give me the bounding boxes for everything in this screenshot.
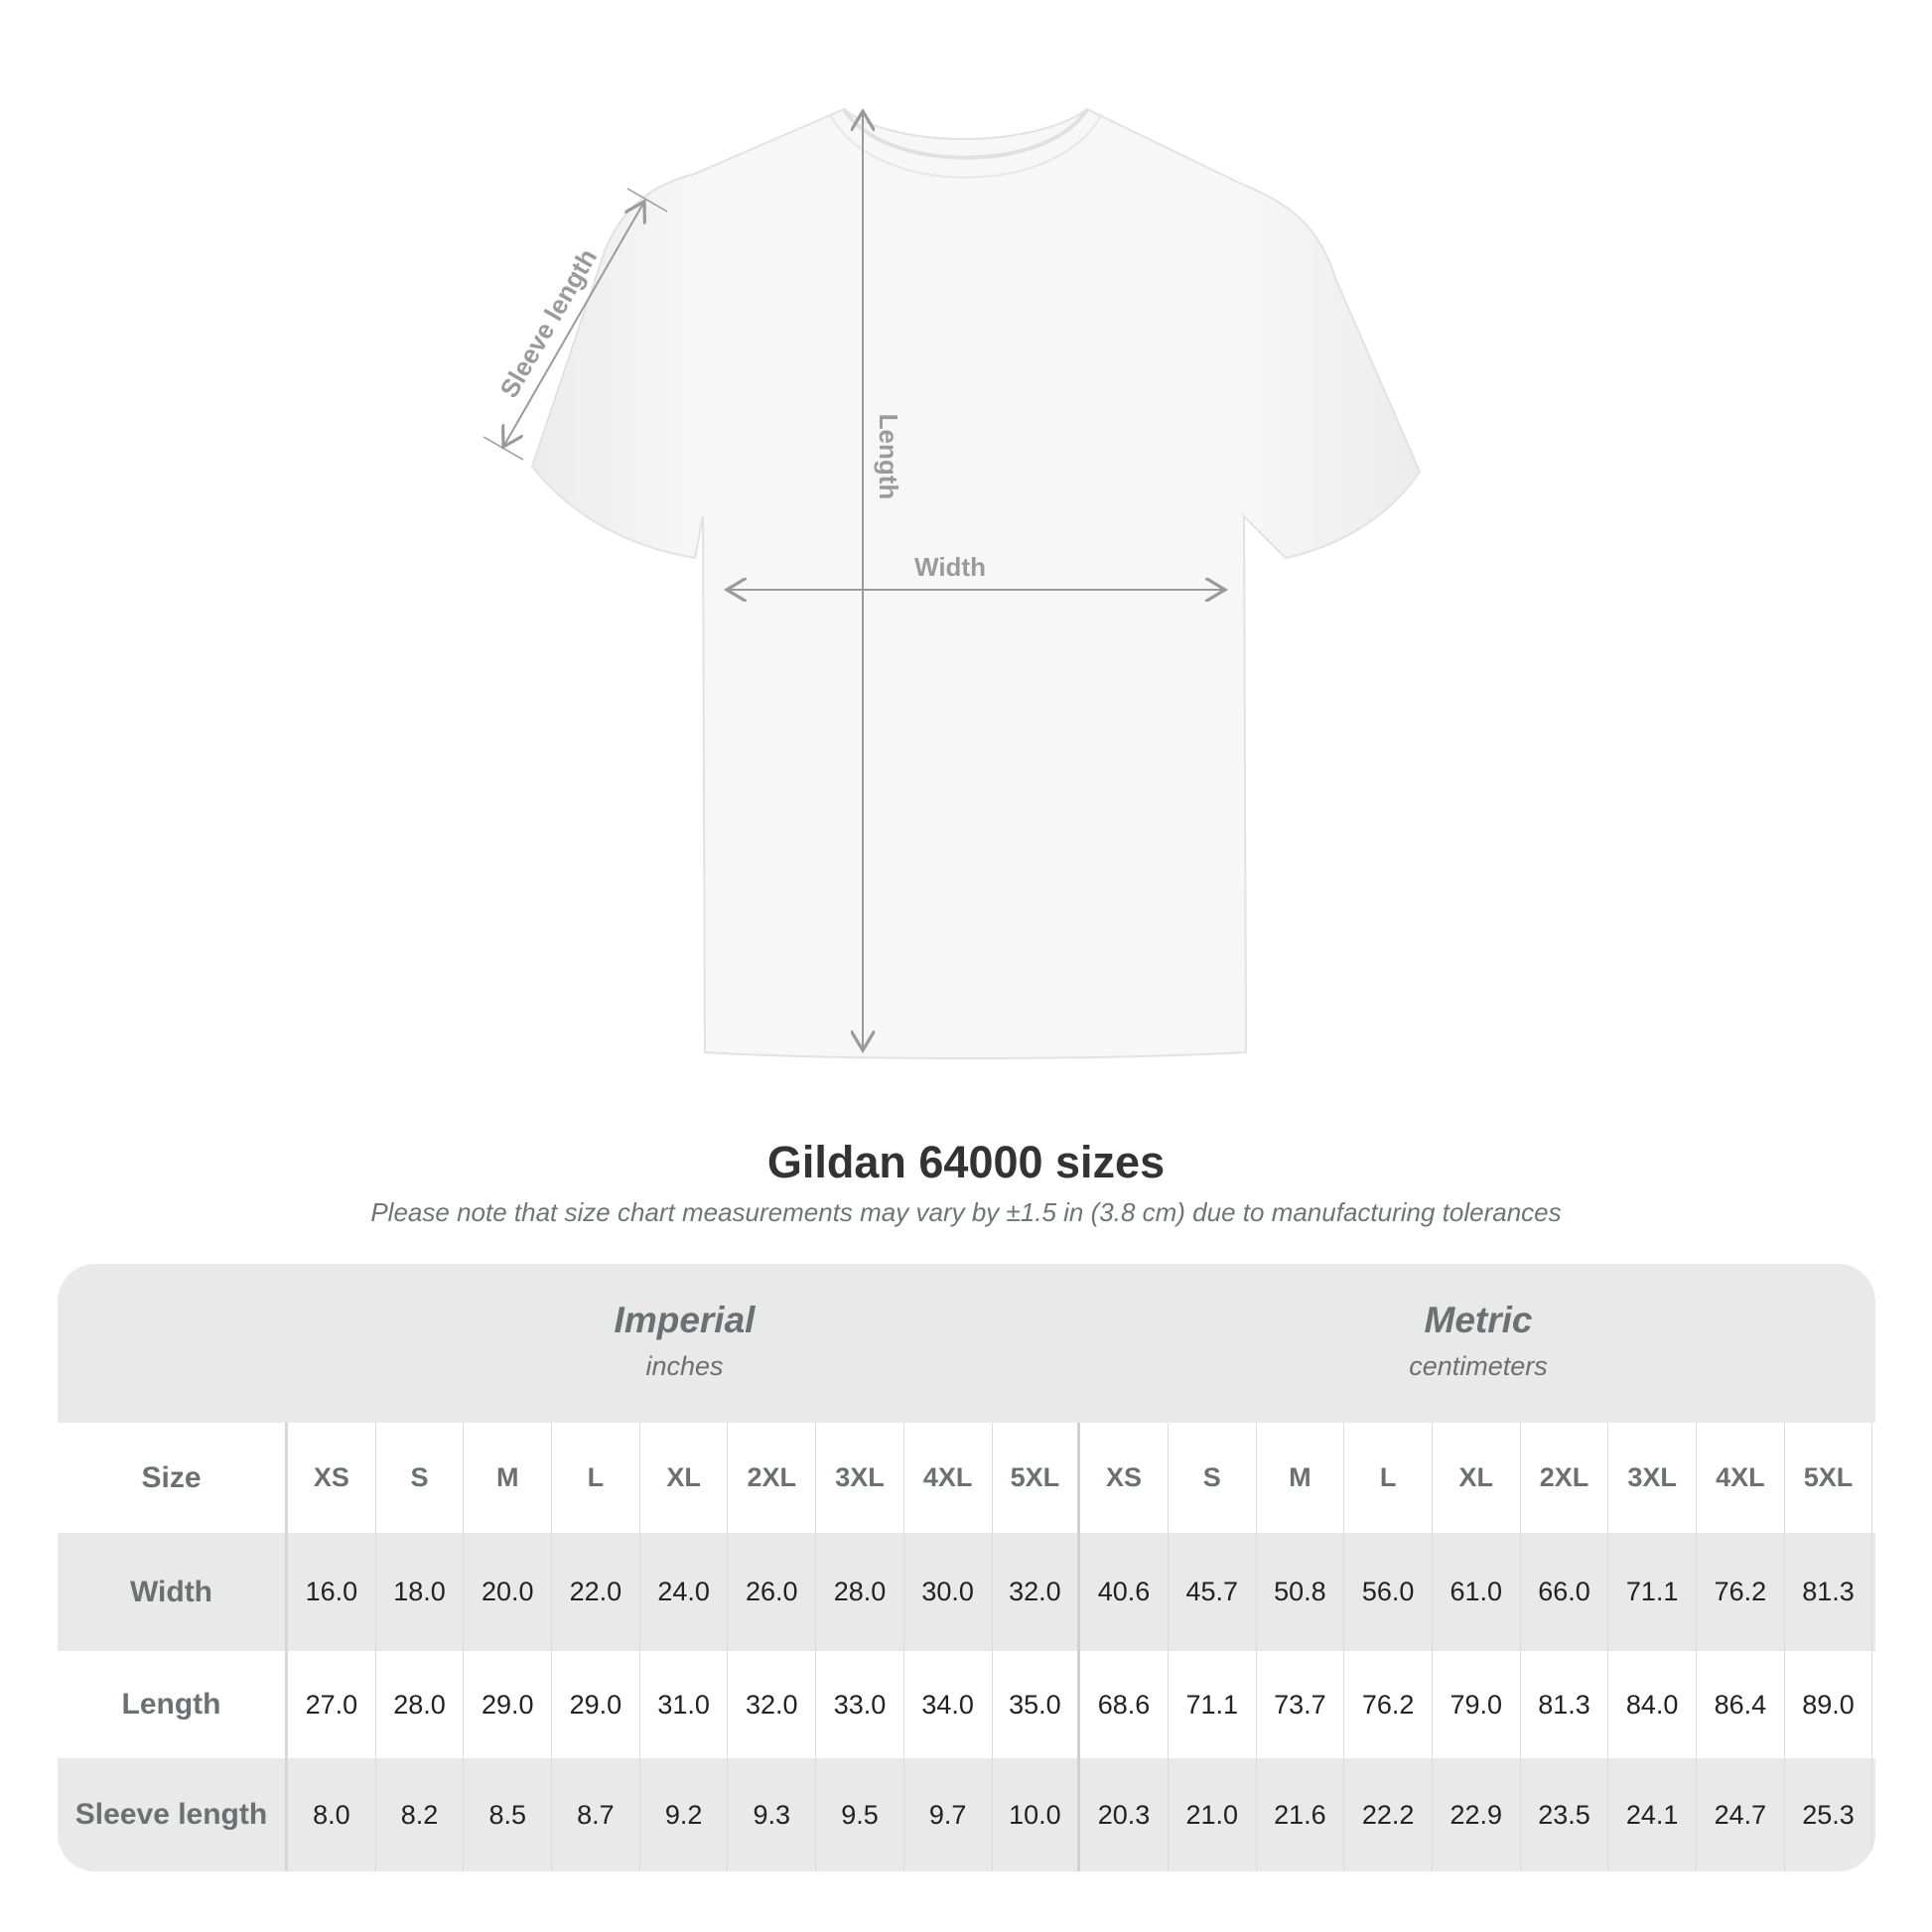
metric-length-cell: 86.4 [1697,1651,1785,1758]
imperial-width-cell: 22.0 [552,1533,640,1651]
metric-sleeve-cell: 21.6 [1257,1758,1345,1871]
page-title: Gildan 64000 sizes [766,1137,1166,1187]
imperial-size-header: L [552,1423,640,1533]
imperial-width-cell: 16.0 [288,1533,376,1651]
imperial-width-cell: 28.0 [816,1533,904,1651]
imperial-length-cell: 29.0 [464,1651,553,1758]
imperial-size-header: 4XL [904,1423,993,1533]
imperial-sleeve-cell: 9.7 [904,1758,993,1871]
metric-length-cell: 79.0 [1433,1651,1521,1758]
imperial-length-cell: 32.0 [728,1651,817,1758]
size-table: Imperial inches Metric centimeters Size X… [58,1264,1875,1871]
metric-header: Metric centimeters [1081,1264,1875,1423]
metric-length-cell: 68.6 [1080,1651,1169,1758]
imperial-width-cell: 26.0 [728,1533,817,1651]
metric-sleeve-cell: 24.7 [1697,1758,1785,1871]
imperial-size-header: 5XL [993,1423,1081,1533]
imperial-sleeve-cell: 8.5 [464,1758,553,1871]
imperial-width-cell: 32.0 [993,1533,1081,1651]
imperial-size-header: XL [640,1423,729,1533]
metric-size-header: S [1169,1423,1257,1533]
metric-sleeve-cell: 20.3 [1080,1758,1169,1871]
imperial-sleeve-cell: 10.0 [993,1758,1081,1871]
metric-length-cell: 81.3 [1521,1651,1609,1758]
imperial-header: Imperial inches [288,1264,1081,1423]
metric-width-cell: 66.0 [1521,1533,1609,1651]
metric-length-cell: 76.2 [1344,1651,1433,1758]
imperial-width-cell: 30.0 [904,1533,993,1651]
imperial-sleeve-cell: 9.3 [728,1758,817,1871]
metric-width-cell: 56.0 [1344,1533,1433,1651]
imperial-sleeve-cell: 9.5 [816,1758,904,1871]
metric-length-cell: 84.0 [1608,1651,1697,1758]
metric-length-cell: 71.1 [1169,1651,1257,1758]
imperial-width-cell: 24.0 [640,1533,729,1651]
metric-width-cell: 76.2 [1697,1533,1785,1651]
imperial-size-header: 2XL [728,1423,817,1533]
imperial-length-cell: 29.0 [552,1651,640,1758]
metric-title: Metric [1424,1300,1533,1340]
metric-sleeve-cell: 23.5 [1521,1758,1609,1871]
imperial-sleeve-cell: 8.7 [552,1758,640,1871]
length-row: Length 27.0 28.0 29.0 29.0 31.0 32.0 33.0 34.0 35… [58,1651,1875,1758]
metric-sleeve-cell: 22.9 [1433,1758,1521,1871]
tshirt-shape [530,107,1422,1059]
metric-size-header: XS [1080,1423,1169,1533]
imperial-length-cell: 31.0 [640,1651,729,1758]
metric-width-cell: 61.0 [1433,1533,1521,1651]
metric-size-header: 3XL [1608,1423,1697,1533]
imperial-length-cell: 27.0 [288,1651,376,1758]
metric-sleeve-cell: 25.3 [1785,1758,1873,1871]
imperial-size-header: XS [288,1423,376,1533]
imperial-size-header: S [376,1423,465,1533]
imperial-length-cell: 35.0 [993,1651,1081,1758]
metric-unit: centimeters [1409,1351,1548,1381]
imperial-unit: inches [645,1351,724,1381]
imperial-length-cell: 28.0 [376,1651,465,1758]
imperial-length-cell: 33.0 [816,1651,904,1758]
imperial-size-header: M [464,1423,553,1533]
width-row: Width 16.0 18.0 20.0 22.0 24.0 26.0 28.0 30.0 32.… [58,1533,1875,1651]
metric-width-cell: 40.6 [1080,1533,1169,1651]
metric-width-cell: 81.3 [1785,1533,1873,1651]
metric-length-cell: 73.7 [1257,1651,1345,1758]
tolerance-note: Please note that size chart measurements… [370,1197,1562,1227]
width-arrow: Width [727,552,1225,590]
metric-size-header: L [1344,1423,1433,1533]
metric-width-cell: 71.1 [1608,1533,1697,1651]
metric-size-header: 5XL [1785,1423,1873,1533]
imperial-length-cell: 34.0 [904,1651,993,1758]
imperial-size-header: 3XL [816,1423,904,1533]
metric-sleeve-cell: 21.0 [1169,1758,1257,1871]
imperial-width-cell: 18.0 [376,1533,465,1651]
width-label: Width [914,552,986,582]
metric-width-cell: 50.8 [1257,1533,1345,1651]
metric-size-header: M [1257,1423,1345,1533]
imperial-sleeve-cell: 8.0 [288,1758,376,1871]
row-label: Width [58,1533,288,1651]
row-label: Length [58,1651,288,1758]
metric-size-header: 2XL [1521,1423,1609,1533]
sleeve-length-row: Sleeve length 8.0 8.2 8.5 8.7 9.2 9.3 9.5 9.7 10.… [58,1758,1875,1871]
metric-length-cell: 89.0 [1785,1651,1873,1758]
metric-sleeve-cell: 22.2 [1344,1758,1433,1871]
imperial-sleeve-cell: 8.2 [376,1758,465,1871]
metric-size-header: XL [1433,1423,1521,1533]
tshirt-diagram: Length Width Sleeve length [483,107,1422,1059]
metric-size-header: 4XL [1697,1423,1785,1533]
imperial-sleeve-cell: 9.2 [640,1758,729,1871]
imperial-width-cell: 20.0 [464,1533,553,1651]
length-label: Length [874,414,903,500]
imperial-title: Imperial [614,1300,756,1340]
size-row: Size XS S M L XL 2XL 3XL 4XL 5XL XS S M L XL 2XL 3XL 4XL 5… [58,1423,1875,1533]
metric-sleeve-cell: 24.1 [1608,1758,1697,1871]
row-label: Sleeve length [58,1758,288,1871]
row-label: Size [58,1423,288,1533]
metric-width-cell: 45.7 [1169,1533,1257,1651]
